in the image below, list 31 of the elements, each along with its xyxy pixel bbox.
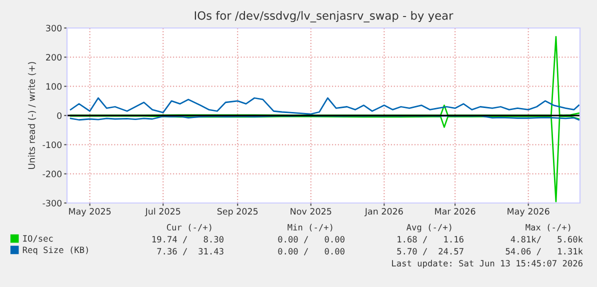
text: 1.68 / 1.16 — [398, 236, 464, 244]
chart-title: IOs for /dev/ssdvg/lv_senjasrv_swap - by year — [194, 11, 454, 22]
text: Max (-/+) — [526, 224, 570, 232]
text: 7.36 / 31.43 — [157, 248, 224, 256]
text: Last update: Sat Jun 13 15:45:07 2026 — [392, 260, 582, 268]
x-tick-label: Sep 2025 — [217, 208, 258, 216]
y-tick-label: -200 — [42, 170, 62, 178]
text: 19.74 / 8.30 — [152, 236, 224, 244]
x-tick-label: May 2026 — [508, 208, 550, 216]
text: Cur (-/+) — [166, 224, 212, 232]
x-tick-label: Jan 2026 — [364, 208, 403, 216]
y-tick-label: 300 — [46, 24, 62, 32]
text: 5.70 / 24.57 — [397, 248, 464, 256]
legend-label: Req Size (KB) — [22, 246, 88, 255]
x-tick-label: Jul 2025 — [144, 208, 180, 216]
x-tick-label: Mar 2026 — [435, 208, 476, 215]
x-tick-label: May 2025 — [69, 208, 111, 216]
text: 0.00 / 0.00 — [278, 236, 344, 244]
text: 0.00 / 0.00 — [278, 248, 344, 256]
text: 4.81k/ 5.60k — [510, 236, 583, 244]
text: 54.06 / 1.31k — [506, 248, 583, 256]
x-tick-label: Nov 2025 — [290, 208, 332, 215]
y-tick-label: 100 — [46, 83, 62, 90]
legend-label: IO/sec — [23, 235, 53, 242]
y-tick-label: 200 — [46, 54, 62, 61]
text: Avg (-/+) — [406, 224, 452, 232]
y-tick-label: -100 — [42, 141, 62, 148]
y-axis-title: Units read (-) / write (+) — [28, 62, 36, 169]
text: Min (-/+) — [288, 224, 332, 232]
y-tick-label: 0 — [57, 112, 62, 119]
y-tick-label: -300 — [42, 200, 62, 206]
